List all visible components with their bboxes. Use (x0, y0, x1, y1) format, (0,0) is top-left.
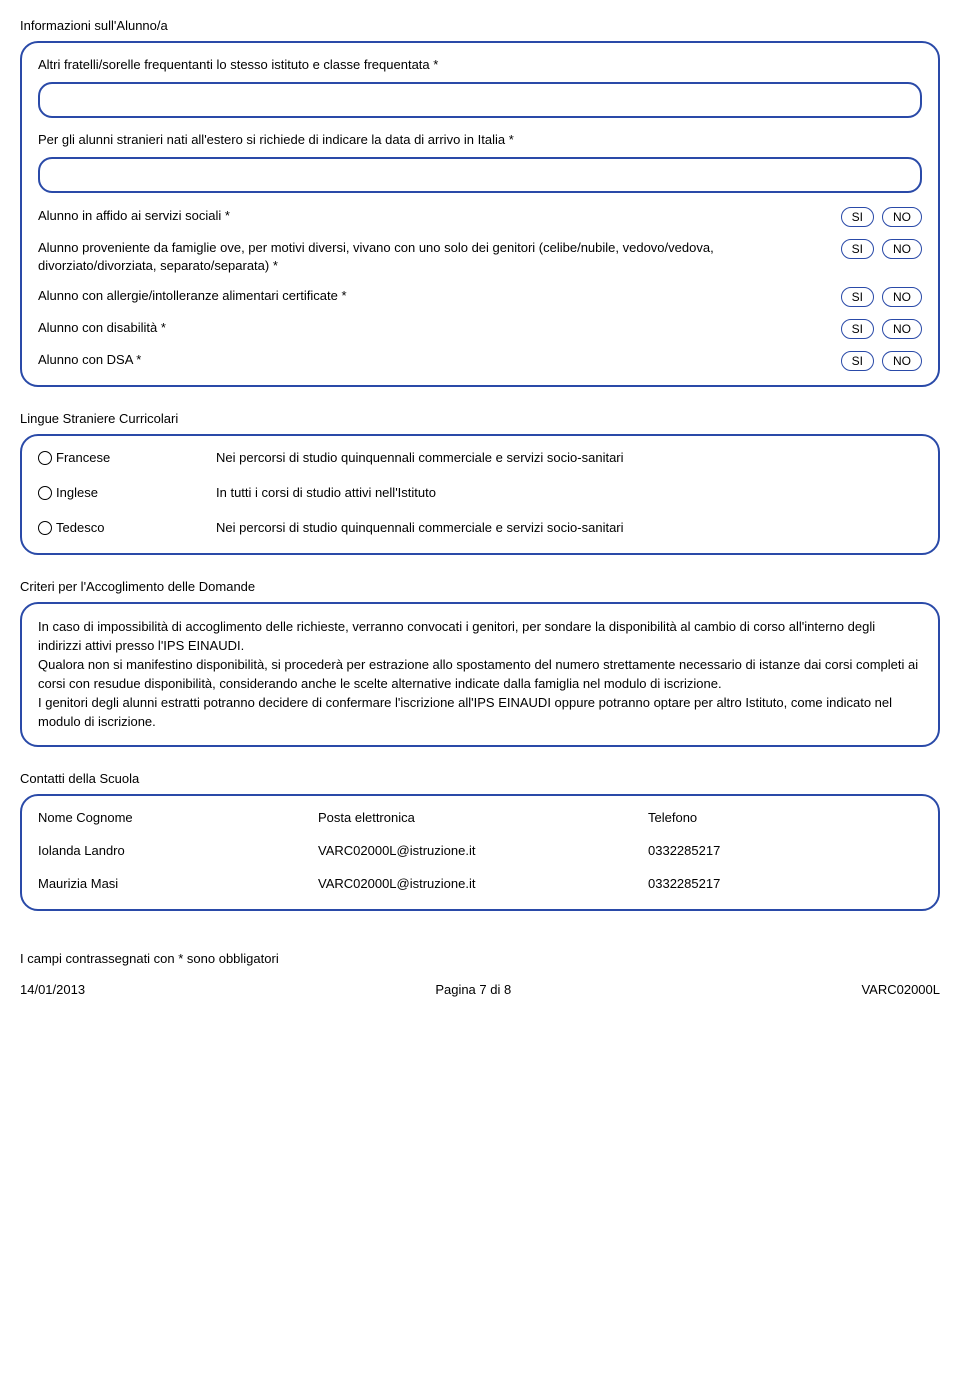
criteria-para1: In caso di impossibilità di accoglimento… (38, 619, 875, 653)
languages-panel: Francese Nei percorsi di studio quinquen… (20, 434, 940, 555)
criteria-para3: I genitori degli alunni estratti potrann… (38, 695, 892, 729)
contact-phone: 0332285217 (648, 876, 922, 891)
contact-email: VARC02000L@istruzione.it (318, 843, 648, 858)
contact-email: VARC02000L@istruzione.it (318, 876, 648, 891)
dsa-no-button[interactable]: NO (882, 351, 922, 371)
inglese-desc: In tutti i corsi di studio attivi nell'I… (216, 485, 922, 500)
criteria-panel: In caso di impossibilità di accoglimento… (20, 602, 940, 747)
francese-desc: Nei percorsi di studio quinquennali comm… (216, 450, 922, 465)
contact-name: Iolanda Landro (38, 843, 318, 858)
inglese-radio[interactable] (38, 486, 52, 500)
disabilita-label: Alunno con disabilità * (38, 319, 841, 337)
dsa-si-button[interactable]: SI (841, 351, 874, 371)
affido-no-button[interactable]: NO (882, 207, 922, 227)
contact-phone: 0332285217 (648, 843, 922, 858)
affido-label: Alunno in affido ai servizi sociali * (38, 207, 841, 225)
dsa-label: Alunno con DSA * (38, 351, 841, 369)
tedesco-radio[interactable] (38, 521, 52, 535)
siblings-prompt: Altri fratelli/sorelle frequentanti lo s… (38, 57, 922, 72)
allergie-si-button[interactable]: SI (841, 287, 874, 307)
disabilita-no-button[interactable]: NO (882, 319, 922, 339)
contacts-header-name: Nome Cognome (38, 810, 318, 825)
disabilita-si-button[interactable]: SI (841, 319, 874, 339)
francese-radio[interactable] (38, 451, 52, 465)
footer-code: VARC02000L (861, 982, 940, 997)
famiglie-label: Alunno proveniente da famiglie ove, per … (38, 239, 841, 275)
allergie-no-button[interactable]: NO (882, 287, 922, 307)
student-info-title: Informazioni sull'Alunno/a (20, 18, 940, 33)
famiglie-si-button[interactable]: SI (841, 239, 874, 259)
siblings-input[interactable] (38, 82, 922, 118)
contacts-header-email: Posta elettronica (318, 810, 648, 825)
affido-si-button[interactable]: SI (841, 207, 874, 227)
foreign-prompt: Per gli alunni stranieri nati all'estero… (38, 132, 922, 147)
tedesco-name: Tedesco (56, 520, 216, 535)
allergie-label: Alunno con allergie/intolleranze aliment… (38, 287, 841, 305)
contacts-header-phone: Telefono (648, 810, 922, 825)
student-info-panel: Altri fratelli/sorelle frequentanti lo s… (20, 41, 940, 387)
criteria-title: Criteri per l'Accoglimento delle Domande (20, 579, 940, 594)
inglese-name: Inglese (56, 485, 216, 500)
languages-title: Lingue Straniere Curricolari (20, 411, 940, 426)
famiglie-no-button[interactable]: NO (882, 239, 922, 259)
arrival-date-input[interactable] (38, 157, 922, 193)
required-fields-note: I campi contrassegnati con * sono obblig… (20, 951, 940, 966)
tedesco-desc: Nei percorsi di studio quinquennali comm… (216, 520, 922, 535)
criteria-para2: Qualora non si manifestino disponibilità… (38, 657, 918, 691)
contacts-title: Contatti della Scuola (20, 771, 940, 786)
contact-name: Maurizia Masi (38, 876, 318, 891)
footer-page: Pagina 7 di 8 (435, 982, 511, 997)
footer-date: 14/01/2013 (20, 982, 85, 997)
francese-name: Francese (56, 450, 216, 465)
contacts-panel: Nome Cognome Posta elettronica Telefono … (20, 794, 940, 911)
